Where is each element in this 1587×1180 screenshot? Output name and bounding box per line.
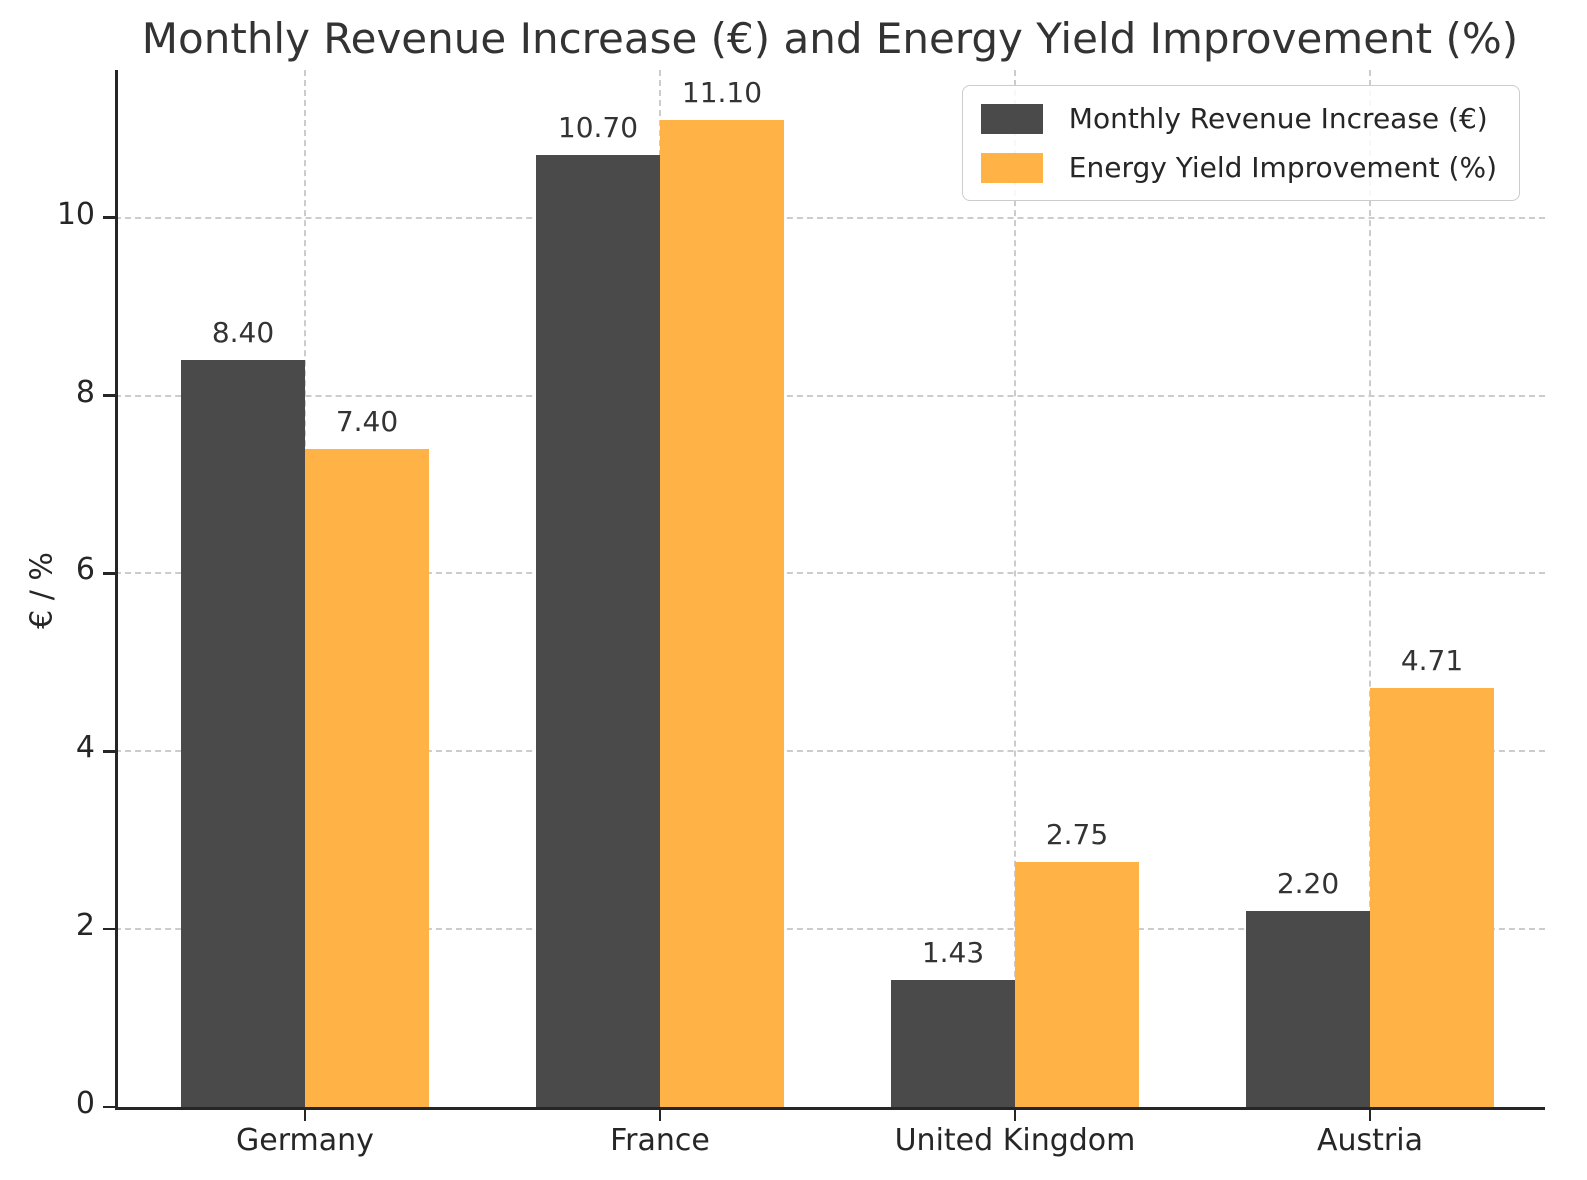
y-tick-label: 8 — [75, 374, 95, 410]
bar-energy-yield-france — [660, 119, 784, 1107]
x-gridline — [1369, 70, 1371, 1107]
legend: Monthly Revenue Increase (€) Energy Yiel… — [961, 85, 1520, 201]
bar-value-label: 4.71 — [1400, 644, 1464, 678]
bar-revenue-france — [536, 155, 660, 1107]
y-tick-label: 10 — [56, 196, 95, 232]
legend-item-energy-yield: Energy Yield Improvement (%) — [980, 151, 1497, 184]
y-gridline — [115, 216, 1545, 219]
bar-energy-yield-germany — [305, 448, 429, 1107]
bar-revenue-austria — [1246, 911, 1370, 1107]
x-tick-mark — [1013, 1109, 1017, 1121]
energy-yield-series-swatch — [980, 152, 1043, 183]
bar-revenue-germany — [181, 359, 305, 1107]
bar-value-label: 7.40 — [335, 404, 399, 438]
x-tick-mark — [303, 1109, 307, 1121]
x-tick-mark — [658, 1109, 662, 1121]
revenue-series-swatch — [980, 103, 1043, 134]
bar-value-label: 1.43 — [921, 935, 985, 969]
bar-value-label: 10.70 — [557, 111, 639, 145]
y-tick-label: 2 — [75, 908, 95, 944]
y-axis-spine — [115, 70, 118, 1109]
revenue-series-label: Monthly Revenue Increase (€) — [1068, 102, 1488, 135]
x-tick-label: United Kingdom — [894, 1123, 1136, 1158]
y-tick-label: 4 — [75, 730, 95, 766]
y-tick-mark — [103, 750, 115, 753]
x-tick-label: Austria — [1317, 1123, 1423, 1158]
energy-yield-series-label: Energy Yield Improvement (%) — [1068, 151, 1497, 184]
y-tick-label: 6 — [75, 552, 95, 588]
y-tick-mark — [103, 394, 115, 397]
x-tick-label: France — [610, 1123, 710, 1158]
x-gridline — [1014, 70, 1016, 1107]
y-tick-mark — [103, 216, 115, 219]
y-tick-mark — [103, 1105, 115, 1109]
y-tick-mark — [103, 572, 115, 575]
x-axis-spine — [115, 1107, 1545, 1110]
x-tick-mark — [1368, 1109, 1372, 1121]
y-tick-label: 0 — [75, 1086, 95, 1121]
bar-value-label: 8.40 — [211, 315, 275, 349]
y-tick-mark — [103, 927, 115, 931]
legend-item-revenue: Monthly Revenue Increase (€) — [980, 102, 1497, 135]
y-gridline — [115, 928, 1545, 931]
bar-value-label: 2.20 — [1276, 867, 1340, 901]
bar-revenue-united-kingdom — [891, 979, 1015, 1107]
bar-value-label: 2.75 — [1045, 818, 1109, 852]
bar-energy-yield-united-kingdom — [1015, 862, 1139, 1107]
y-gridline — [115, 394, 1545, 397]
bar-energy-yield-austria — [1370, 688, 1494, 1107]
chart-title: Monthly Revenue Increase (€) and Energy … — [141, 14, 1519, 63]
y-gridline — [115, 572, 1545, 575]
x-tick-label: Germany — [236, 1123, 374, 1158]
y-gridline — [115, 750, 1545, 753]
bar-value-label: 11.10 — [681, 75, 763, 109]
